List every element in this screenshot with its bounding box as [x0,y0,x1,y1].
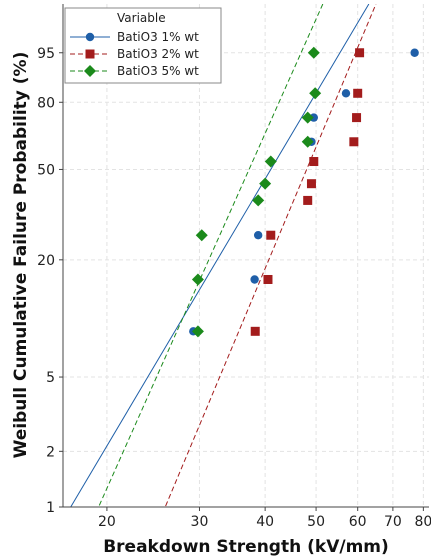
data-point-series-2 [306,179,316,189]
data-point-series-3 [309,87,322,100]
data-point-series-1 [253,231,263,240]
legend-label-series-3: BatiO3 5% wt [117,64,199,78]
data-point-series-1 [341,89,351,98]
y-tick-label: 1 [46,500,55,516]
y-tick-label: 5 [46,370,55,386]
fit-line-series-3 [98,4,324,507]
data-point-series-3 [191,325,204,338]
data-point-series-2 [250,326,260,336]
data-points [189,46,419,338]
x-tick-label: 40 [256,514,274,530]
legend-label-series-1: BatiO3 1% wt [117,30,199,44]
data-point-series-2 [349,137,359,147]
legend-marker-series-3 [84,65,96,77]
x-axis-title: Breakdown Strength (kV/mm) [103,537,389,557]
x-tick-label: 20 [98,514,116,530]
x-tick-label: 50 [307,514,325,530]
data-point-series-3 [301,135,314,148]
legend-title: Variable [117,11,166,25]
data-point-series-2 [309,157,319,167]
y-tick-label: 80 [37,95,55,111]
data-point-series-2 [353,88,363,98]
legend-marker-series-1 [85,32,95,42]
fit-line-series-2 [164,4,377,507]
data-point-series-2 [355,48,365,58]
plot-area [63,4,429,507]
legend-marker-series-2 [85,49,95,59]
data-point-series-3 [191,273,204,286]
legend-items: BatiO3 1% wt BatiO3 2% wt BatiO3 5% wt [70,30,199,78]
axes [62,4,429,508]
x-tick-label: 80 [414,514,431,530]
data-point-series-2 [263,274,273,284]
data-point-series-2 [266,230,276,240]
y-tick-label: 2 [46,444,55,460]
data-point-series-3 [195,229,208,242]
legend-label-series-2: BatiO3 2% wt [117,47,199,61]
data-point-series-3 [264,155,277,168]
y-tick-label: 50 [37,162,55,178]
data-point-series-3 [259,177,272,190]
y-tick-label: 95 [37,46,55,62]
data-point-series-3 [301,111,314,124]
x-tick-label: 60 [349,514,367,530]
y-tick-label: 20 [37,253,55,269]
data-point-series-3 [307,46,320,59]
data-point-series-1 [309,113,318,122]
x-tick-labels: 20 30 40 50 60 70 80 [98,507,431,530]
x-tick-label: 70 [384,514,402,530]
data-point-series-1 [410,48,419,57]
y-tick-labels: 1 2 5 20 50 80 95 [37,46,63,516]
x-tick-label: 30 [191,514,209,530]
data-point-series-2 [303,195,313,205]
data-point-series-3 [252,194,265,207]
data-point-series-1 [250,275,259,284]
y-axis-title: Weibull Cumulative Failure Probability (… [11,52,31,459]
data-point-series-2 [352,113,362,123]
